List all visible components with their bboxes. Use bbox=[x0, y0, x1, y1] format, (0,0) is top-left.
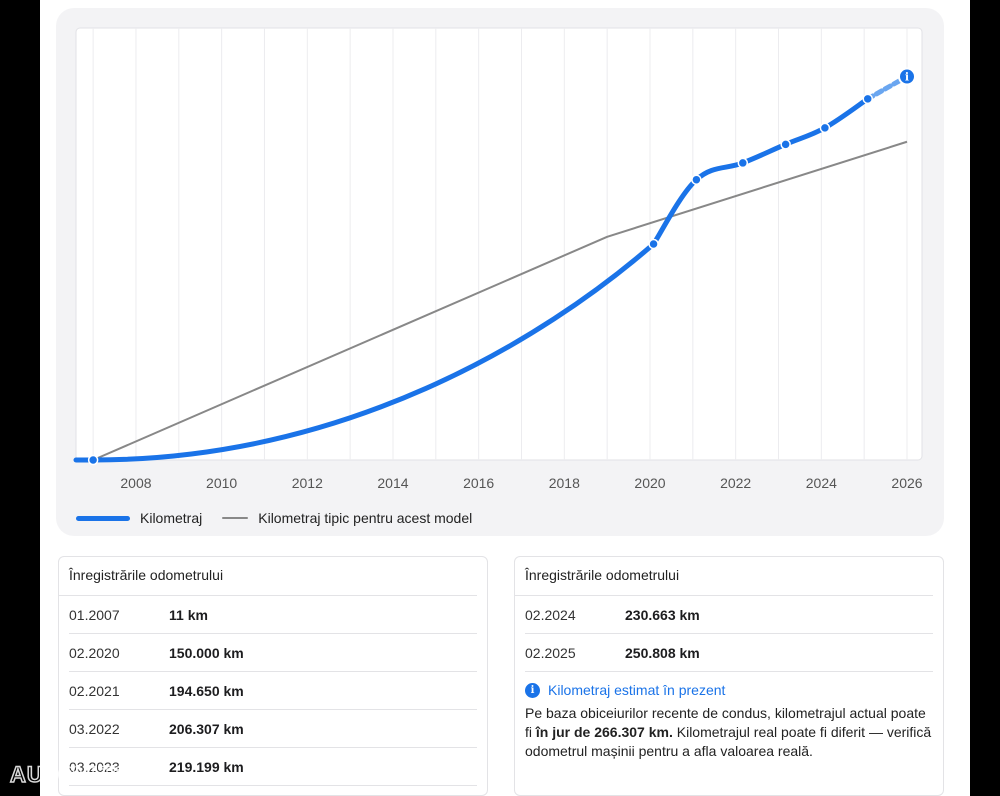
x-tick-label: 2022 bbox=[720, 475, 751, 491]
table-row: 03.2022 206.307 km bbox=[69, 710, 477, 748]
watermark-logo: AUTOVITO bbox=[9, 761, 131, 788]
data-point[interactable] bbox=[87, 454, 99, 466]
record-date: 02.2020 bbox=[69, 644, 120, 661]
estimated-mileage-label: Kilometraj estimat în prezent bbox=[548, 682, 726, 698]
record-date: 02.2025 bbox=[525, 644, 576, 661]
table-row: 02.2021 194.650 km bbox=[69, 672, 477, 710]
table-title: Înregistrările odometrului bbox=[515, 557, 933, 596]
legend-label-typical: Kilometraj tipic pentru acest model bbox=[258, 510, 473, 526]
table-row: 03.2023 219.199 km bbox=[69, 748, 477, 786]
data-point[interactable] bbox=[862, 93, 873, 105]
x-tick-label: 2024 bbox=[806, 475, 837, 491]
x-tick-label: 2010 bbox=[206, 475, 237, 491]
data-point[interactable] bbox=[648, 238, 659, 250]
page: 2008 2010 2012 2014 2016 2018 2020 2022 2024 2026… bbox=[40, 0, 970, 796]
x-tick-label: 2018 bbox=[549, 475, 580, 491]
estimate-info-icon[interactable]: i bbox=[898, 67, 917, 86]
table-row: 02.2020 150.000 km bbox=[69, 634, 477, 672]
record-date: 03.2022 bbox=[69, 720, 120, 737]
x-tick-label: 2020 bbox=[634, 475, 665, 491]
table-row: 02.2025 250.808 km bbox=[525, 634, 933, 672]
legend-swatch-typical bbox=[222, 517, 249, 519]
x-tick-label: 2026 bbox=[891, 475, 922, 491]
estimate-text-before: Pe baza obiceiurilor recente de condus, … bbox=[525, 705, 926, 740]
record-km: 206.307 km bbox=[169, 720, 244, 737]
estimated-mileage-title[interactable]: i Kilometraj estimat în prezent bbox=[525, 682, 933, 698]
record-date: 02.2021 bbox=[69, 682, 120, 699]
legend-item-mileage: Kilometraj bbox=[76, 510, 202, 526]
record-km: 11 km bbox=[169, 606, 208, 623]
legend-label-mileage: Kilometraj bbox=[140, 510, 203, 526]
odometer-records-table-left: Înregistrările odometrului 01.2007 11 km 0… bbox=[58, 556, 488, 796]
series-line-mileage-early bbox=[73, 241, 657, 463]
record-date: 03.2023 bbox=[69, 758, 120, 775]
record-date: 02.2024 bbox=[525, 606, 576, 623]
x-tick-label: 2014 bbox=[377, 475, 408, 491]
estimated-mileage-text: Pe baza obiceiurilor recente de condus, … bbox=[525, 704, 933, 761]
mileage-chart-card: 2008 2010 2012 2014 2016 2018 2020 2022 2024 2026… bbox=[56, 8, 944, 536]
data-point[interactable] bbox=[691, 174, 702, 185]
table-row: 01.2007 11 km bbox=[69, 596, 477, 634]
record-km: 219.199 km bbox=[169, 758, 244, 775]
info-icon[interactable]: i bbox=[525, 682, 540, 698]
x-tick-label: 2008 bbox=[120, 475, 151, 491]
legend-item-typical: Kilometraj tipic pentru acest model bbox=[218, 510, 472, 526]
plot-area bbox=[75, 27, 923, 461]
odometer-records-table-right: Înregistrările odometrului 02.2024 230.66… bbox=[514, 556, 944, 796]
svg-text:i: i bbox=[905, 71, 909, 84]
series-line-typical bbox=[92, 140, 908, 461]
record-km: 230.663 km bbox=[625, 606, 700, 623]
legend-swatch-mileage bbox=[76, 515, 130, 521]
chart-legend: Kilometraj Kilometraj tipic pentru acest… bbox=[76, 508, 488, 528]
record-date: 01.2007 bbox=[69, 606, 120, 623]
mileage-chart: 2008 2010 2012 2014 2016 2018 2020 2022 2024 2026… bbox=[73, 27, 923, 491]
x-tick-label: 2012 bbox=[292, 475, 323, 491]
data-point[interactable] bbox=[737, 157, 749, 169]
x-tick-label: 2016 bbox=[463, 475, 494, 491]
estimate-text-bold: în jur de 266.307 km. bbox=[535, 724, 673, 740]
table-title: Înregistrările odometrului bbox=[59, 557, 477, 596]
estimate-text-after: Kilometrajul real poate fi diferit — ver… bbox=[525, 724, 932, 759]
record-km: 150.000 km bbox=[169, 644, 244, 661]
record-km: 250.808 km bbox=[625, 644, 700, 661]
table-row: 02.2024 230.663 km bbox=[525, 596, 933, 634]
data-point[interactable] bbox=[780, 139, 791, 150]
record-km: 194.650 km bbox=[169, 682, 244, 699]
data-point[interactable] bbox=[819, 122, 831, 134]
